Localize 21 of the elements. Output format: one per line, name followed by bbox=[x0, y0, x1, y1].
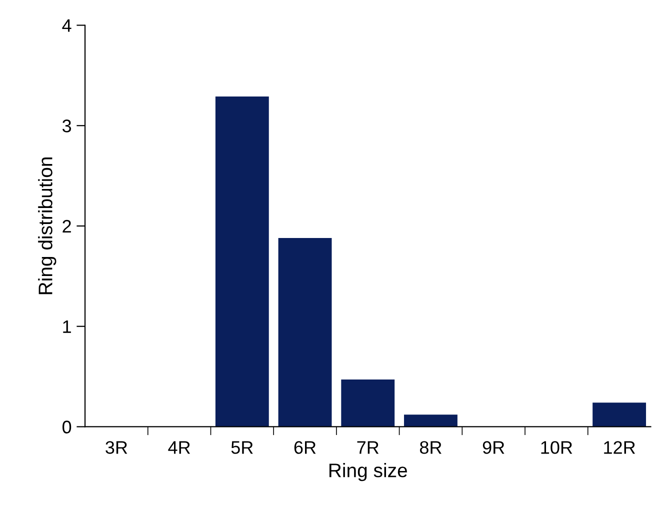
x-axis-title: Ring size bbox=[329, 463, 407, 482]
bar bbox=[278, 238, 332, 427]
y-axis-title: Ring distribution bbox=[38, 158, 56, 294]
x-tick-label: 9R bbox=[482, 441, 504, 454]
bar bbox=[404, 414, 458, 427]
x-tick-label: 12R bbox=[604, 441, 636, 454]
x-tick-label: 3R bbox=[106, 441, 128, 454]
x-tick-label: 7R bbox=[357, 441, 379, 454]
y-tick-label: 4 bbox=[62, 19, 72, 32]
y-tick-label: 3 bbox=[62, 120, 72, 132]
bar bbox=[215, 96, 269, 427]
x-tick-label: 8R bbox=[420, 441, 442, 454]
y-tick-label: 1 bbox=[63, 320, 71, 333]
x-tick-label: 5R bbox=[231, 441, 253, 454]
y-tick-label: 2 bbox=[62, 220, 71, 233]
y-tick-label: 0 bbox=[62, 420, 72, 434]
x-tick-label: 4R bbox=[168, 441, 190, 454]
bar bbox=[592, 402, 646, 427]
x-tick-label: 6R bbox=[294, 441, 316, 454]
x-tick-label: 10R bbox=[541, 441, 572, 454]
bar bbox=[341, 380, 395, 427]
